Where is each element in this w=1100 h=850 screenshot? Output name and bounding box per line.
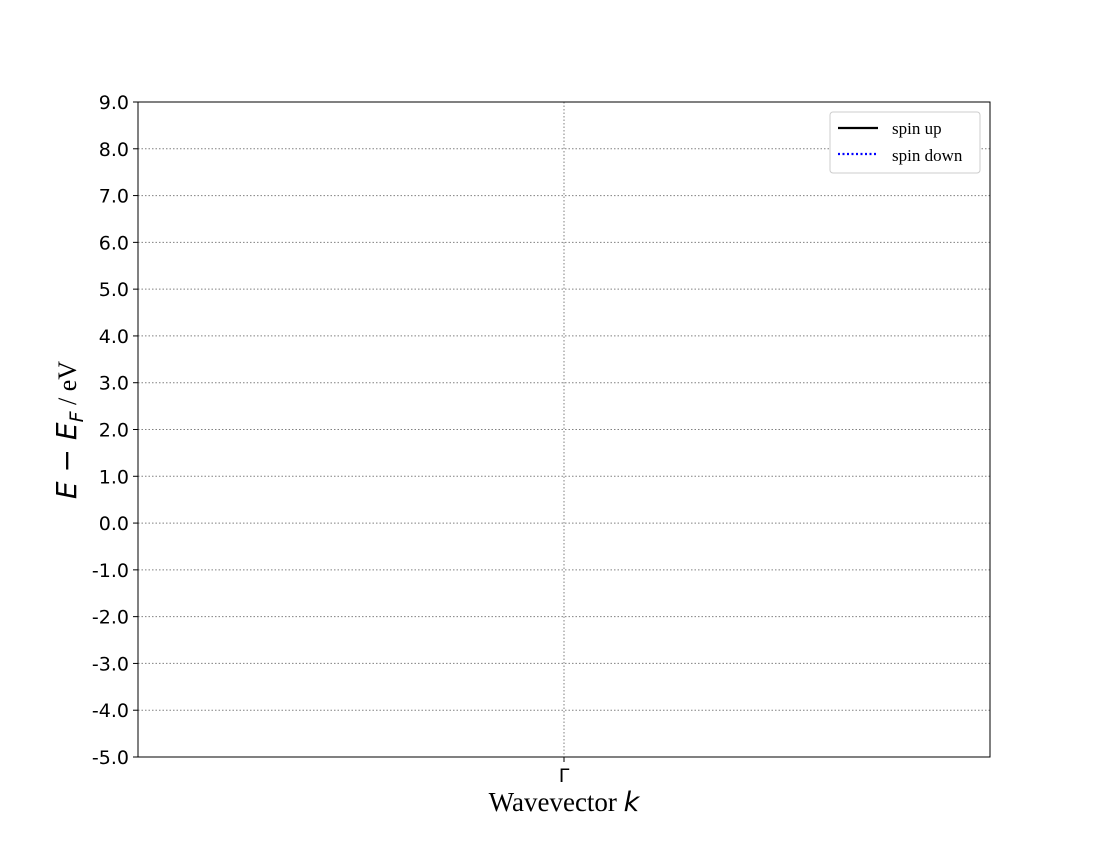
y-tick-label: 3.0 <box>99 373 129 395</box>
y-tick-label: 4.0 <box>99 326 129 348</box>
y-tick-label: 8.0 <box>99 139 129 161</box>
y-axis-label: E − EF / eV <box>50 361 88 499</box>
y-tick-label: 1.0 <box>99 466 129 488</box>
y-tick-label: -4.0 <box>92 700 129 722</box>
legend-label-spin-down: spin down <box>892 146 963 165</box>
grid-lines <box>138 101 990 758</box>
y-tick-label: 2.0 <box>99 420 129 442</box>
legend: spin up spin down <box>829 111 981 174</box>
y-tick-label: 0.0 <box>99 513 129 535</box>
x-axis-ticks: Γ <box>559 757 570 787</box>
y-axis-ticks: 9.0 8.0 7.0 6.0 5.0 4.0 3.0 2.0 1.0 0.0 -1.0 -2.0 -3… <box>92 92 138 769</box>
y-tick-label: -5.0 <box>92 747 129 769</box>
y-tick-label: -2.0 <box>92 607 129 629</box>
y-tick-label: 9.0 <box>99 92 129 114</box>
y-tick-label: -1.0 <box>92 560 129 582</box>
y-tick-label: 5.0 <box>99 279 129 301</box>
x-axis-label: Wavevector k <box>489 787 641 818</box>
y-tick-label: -3.0 <box>92 653 129 675</box>
y-tick-label: 7.0 <box>99 186 129 208</box>
y-tick-label: 6.0 <box>99 232 129 254</box>
x-tick-label-gamma: Γ <box>559 765 570 787</box>
legend-label-spin-up: spin up <box>892 119 942 138</box>
